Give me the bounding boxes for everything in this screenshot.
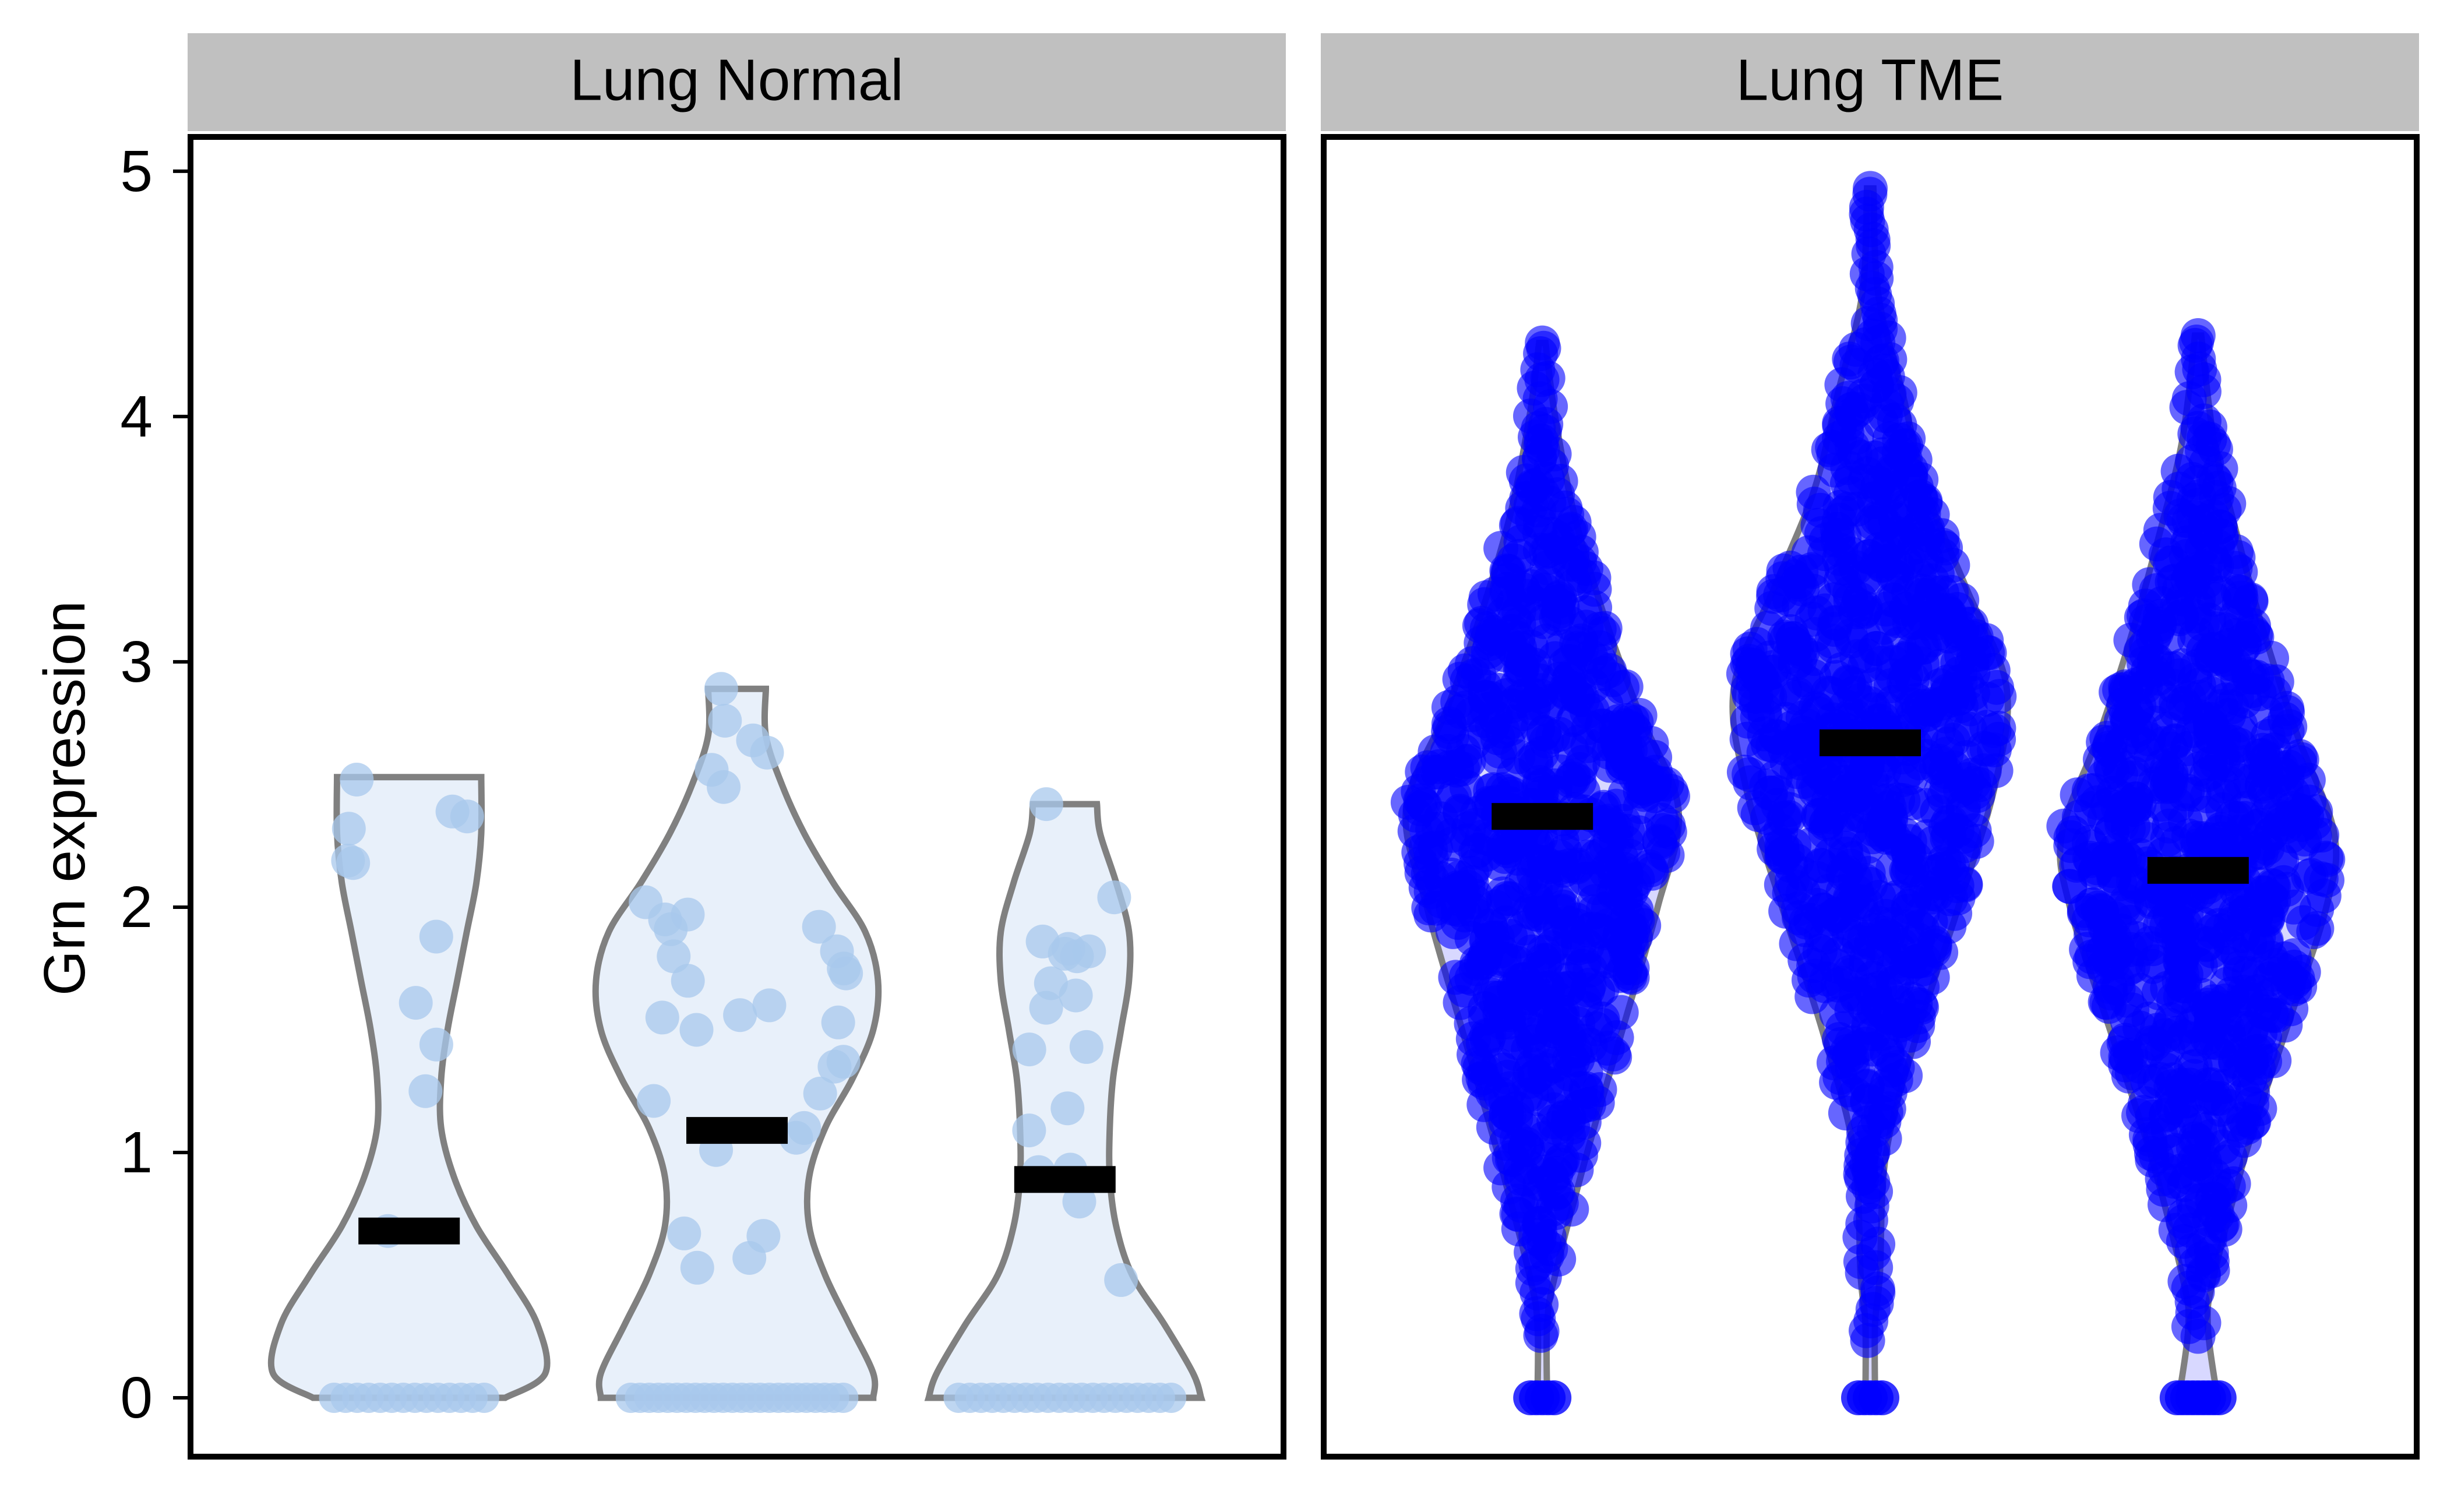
data-point: [750, 735, 784, 770]
data-point: [450, 799, 484, 834]
data-point: [779, 1120, 813, 1155]
data-point: [2201, 1380, 2237, 1415]
violin-3: [2046, 318, 2346, 1415]
data-point: [1976, 713, 2012, 748]
data-point: [723, 998, 757, 1032]
data-point: [2180, 318, 2216, 353]
data-point: [829, 956, 863, 991]
violin-1: [1390, 325, 1690, 1415]
data-point: [637, 1084, 671, 1118]
data-point: [708, 704, 742, 738]
violin-2: [1726, 171, 2017, 1415]
violin-2: [592, 672, 882, 1413]
data-point: [468, 1383, 499, 1413]
strip-background: [1321, 33, 2419, 131]
data-point: [408, 1074, 443, 1108]
median-bar: [686, 1117, 788, 1144]
data-point: [1050, 1091, 1085, 1126]
data-point: [1048, 936, 1082, 971]
data-point: [1012, 1032, 1046, 1067]
data-point: [419, 1027, 453, 1062]
data-point: [803, 1076, 837, 1111]
data-point: [821, 1005, 855, 1039]
data-point: [680, 1250, 714, 1285]
y-tick-label: 4: [120, 384, 153, 449]
data-point: [1796, 474, 1831, 510]
data-point: [667, 1216, 701, 1250]
y-tick-label: 2: [120, 875, 153, 940]
data-point: [1853, 171, 1888, 206]
violin-1: [267, 763, 551, 1413]
violin-group: [1390, 171, 2346, 1415]
data-point: [679, 1013, 714, 1047]
y-axis: 0 1 2 3 4 5: [120, 139, 188, 1430]
data-point: [1029, 991, 1063, 1025]
data-point: [1651, 808, 1686, 843]
median-bar: [1014, 1166, 1116, 1193]
panel-border: [188, 134, 1286, 1460]
data-point: [2132, 567, 2167, 602]
data-point: [336, 846, 371, 880]
data-point: [671, 964, 705, 998]
data-point: [1864, 1380, 1899, 1415]
y-tick-label: 1: [120, 1120, 153, 1185]
data-point: [1603, 995, 1639, 1030]
data-point: [817, 1049, 852, 1084]
median-bar: [1820, 729, 1921, 756]
data-point: [1525, 325, 1560, 361]
strip-background: [188, 33, 1286, 131]
data-point: [1104, 1263, 1138, 1297]
data-point: [332, 812, 366, 846]
data-point: [752, 988, 787, 1023]
data-point: [1029, 787, 1063, 822]
data-point: [828, 1383, 859, 1413]
data-point: [419, 919, 453, 954]
panel-border: [1321, 134, 2420, 1460]
strip-label: Lung Normal: [570, 47, 904, 112]
data-point: [732, 1241, 767, 1275]
data-point: [1097, 880, 1131, 915]
y-tick-label: 5: [120, 139, 153, 204]
panel-lung-normal: Lung Normal: [188, 33, 1286, 1460]
y-axis-title: Grn expression: [32, 601, 97, 996]
panel-lung-tme: Lung TME: [1321, 33, 2420, 1460]
median-bar: [358, 1217, 460, 1245]
median-bar: [1492, 803, 1593, 830]
data-point: [802, 910, 836, 944]
data-point: [399, 986, 433, 1020]
median-bar: [2147, 857, 2249, 884]
data-point: [1059, 978, 1093, 1013]
data-point: [1069, 1030, 1103, 1064]
data-point: [645, 1000, 679, 1035]
strip-label: Lung TME: [1736, 47, 2004, 112]
data-point: [340, 763, 374, 796]
y-tick-label: 3: [120, 629, 153, 695]
violin-group: [267, 672, 1206, 1413]
data-point: [704, 672, 738, 706]
data-point: [654, 912, 688, 946]
data-point: [657, 939, 691, 974]
y-tick-label: 0: [120, 1365, 153, 1430]
data-point: [707, 770, 741, 804]
data-point: [1156, 1383, 1187, 1413]
data-point: [1012, 1113, 1046, 1148]
violin-3: [924, 787, 1206, 1413]
data-point: [1536, 1380, 1572, 1415]
data-point: [1062, 1185, 1096, 1219]
